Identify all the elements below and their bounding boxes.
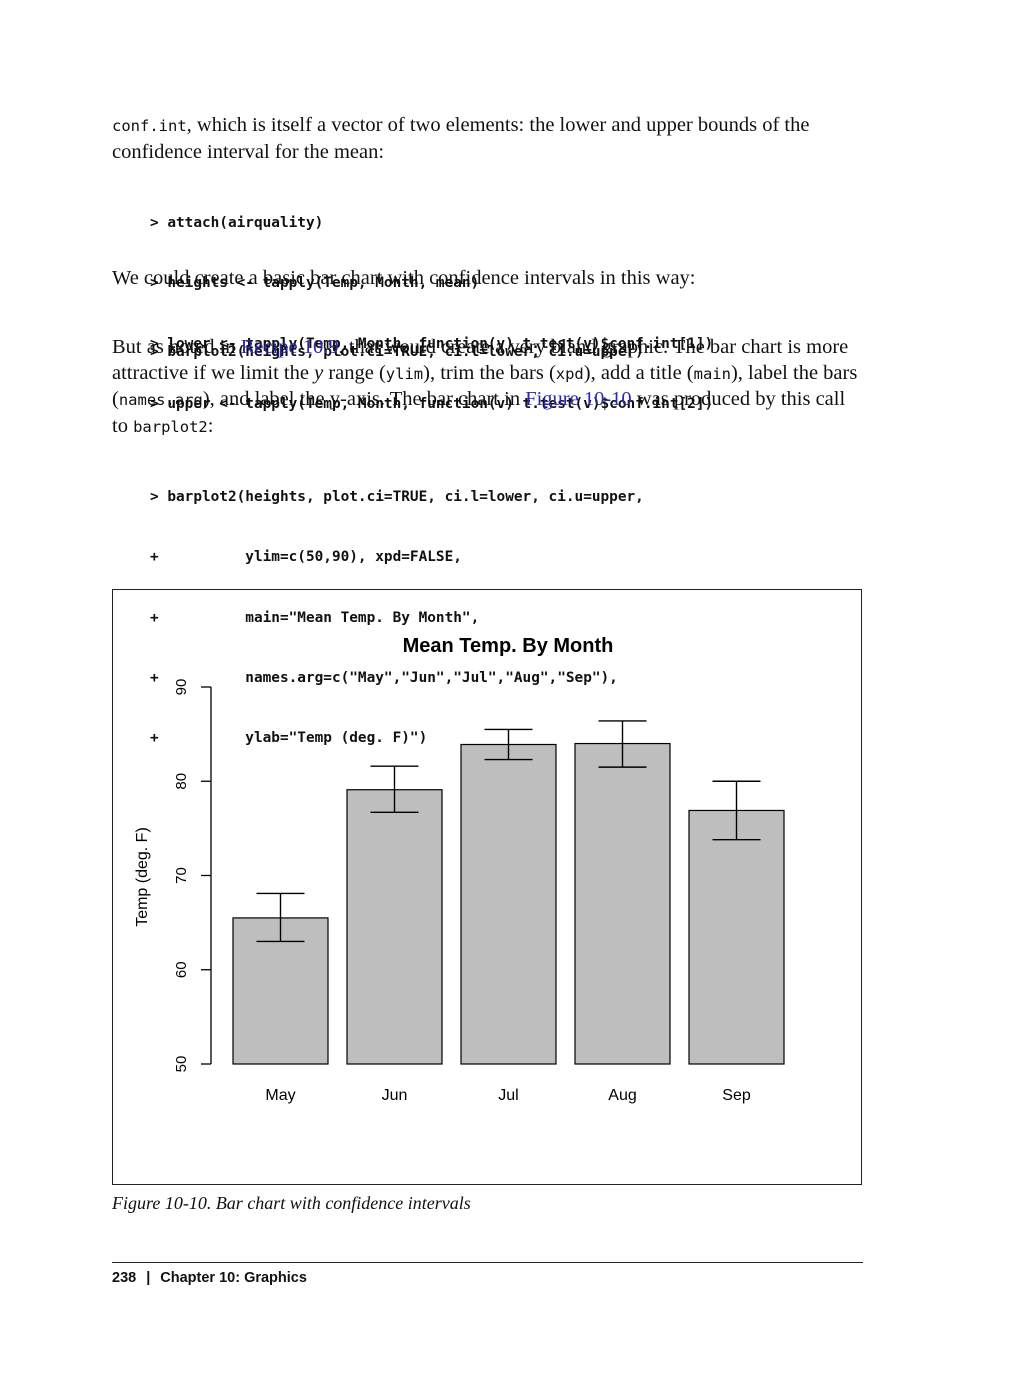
code-term-names-arg: names.arg xyxy=(118,391,203,409)
text-run: But as noted in xyxy=(112,336,241,358)
page-footer: 238 | Chapter 10: Graphics xyxy=(112,1270,307,1286)
code-block-3: > barplot2(heights, plot.ci=TRUE, ci.l=l… xyxy=(150,447,644,769)
code-line: > lower <- tapply(Temp, Month, function(… xyxy=(150,335,714,352)
text-run: ), label the bars ( xyxy=(112,361,858,411)
y-tick-label: 90 xyxy=(173,679,190,696)
code-line: + ylab="Temp (deg. F)") xyxy=(150,730,428,747)
chapter-title: Chapter 10: Graphics xyxy=(160,1270,307,1286)
code-term-main: main xyxy=(693,364,731,383)
footer-divider xyxy=(112,1262,863,1263)
code-line: + main="Mean Temp. By Month", xyxy=(150,609,480,626)
code-term-conf-int: conf.int xyxy=(112,117,187,135)
text-run: y xyxy=(314,361,324,384)
text-run: was produced by this call to xyxy=(112,388,846,437)
y-tick-label: 80 xyxy=(173,773,190,790)
paragraph-3: But as noted in Recipe 10.9, that would … xyxy=(112,335,864,440)
figure-10-10-link[interactable]: Figure 10-10 xyxy=(525,388,632,410)
y-axis-label: Temp (deg. F) xyxy=(134,827,151,927)
code-line: + names.arg=c("May","Jun","Jul","Aug","S… xyxy=(150,670,618,687)
y-tick-label: 50 xyxy=(173,1056,190,1073)
figure-caption: Figure 10-10. Bar chart with confidence … xyxy=(112,1193,471,1213)
text-run: ), trim the bars ( xyxy=(423,361,556,384)
code-line: > barplot2(heights, plot.ci=TRUE, ci.l=l… xyxy=(150,489,644,506)
y-tick-label: 60 xyxy=(173,961,190,978)
code-line: > heights <- tapply(Temp, Month, mean) xyxy=(150,275,480,292)
bar xyxy=(460,743,557,1065)
text-run: , that would create a very bland graphic… xyxy=(112,336,849,384)
code-term-barplot2: barplot2 xyxy=(133,417,208,436)
x-category-label: Jul xyxy=(498,1087,518,1104)
code-line: + ylim=c(50,90), xpd=FALSE, xyxy=(150,549,462,566)
x-category-label: Jun xyxy=(382,1087,408,1104)
x-category-label: Sep xyxy=(722,1087,751,1104)
intro-text: , which is itself a vector of two elemen… xyxy=(112,114,810,163)
x-category-label: May xyxy=(265,1087,295,1104)
text-run: ), add a title ( xyxy=(583,361,694,384)
text-run: ), and label the y-axis. The bar chart i… xyxy=(202,388,526,410)
code-term-ylim: ylim xyxy=(385,364,424,383)
code-block-1: > attach(airquality) > heights <- tapply… xyxy=(150,173,713,434)
code-line: > attach(airquality) xyxy=(150,215,324,232)
code-term-xpd: xpd xyxy=(555,364,584,383)
bar xyxy=(232,917,329,1065)
code-block-2: > barplot2(heights, plot.ci=TRUE, ci.l=l… xyxy=(150,302,644,382)
y-tick-label: 70 xyxy=(173,867,190,884)
bar xyxy=(688,809,785,1065)
bar xyxy=(346,789,443,1065)
footer-separator: | xyxy=(146,1270,151,1286)
chart-title: Mean Temp. By Month xyxy=(403,635,614,657)
intro-paragraph: conf.int, which is itself a vector of tw… xyxy=(112,113,864,165)
text-run: range ( xyxy=(323,361,386,384)
bar-chart: Mean Temp. By Month Temp (deg. F) 50 60 70… xyxy=(134,635,785,1104)
text-run: : xyxy=(207,414,214,437)
figure-frame: Mean Temp. By Month Temp (deg. F) 50 60 70… xyxy=(112,589,862,1185)
code-line: > upper <- tapply(Temp, Month, function(… xyxy=(150,396,714,413)
chart-marks: 50 60 70 80 90 May Jun Jul Aug Sep xyxy=(173,679,785,1104)
x-category-label: Aug xyxy=(608,1087,636,1104)
page-number: 238 xyxy=(112,1270,137,1286)
code-line: > barplot2(heights, plot.ci=TRUE, ci.l=l… xyxy=(150,344,644,361)
paragraph-2: We could create a basic bar chart with c… xyxy=(112,267,696,289)
recipe-10-9-link[interactable]: Recipe 10.9 xyxy=(240,336,339,358)
bar xyxy=(574,742,671,1065)
